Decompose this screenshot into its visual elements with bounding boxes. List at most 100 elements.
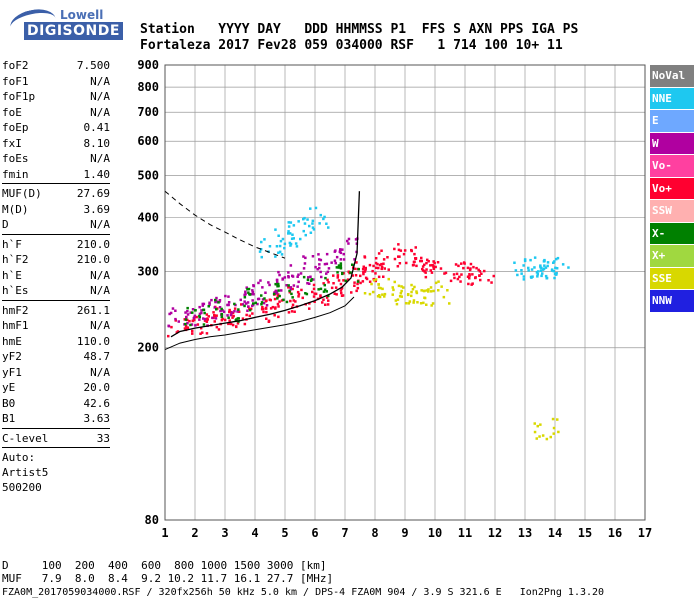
param-value: 261.1 bbox=[76, 303, 110, 317]
echo-point bbox=[301, 296, 304, 300]
echo-point bbox=[237, 317, 240, 320]
echo-point bbox=[193, 314, 197, 318]
echo-point bbox=[252, 284, 255, 288]
echo-point bbox=[228, 319, 231, 322]
echo-point bbox=[378, 263, 382, 267]
echo-point bbox=[312, 228, 316, 231]
echo-point bbox=[334, 249, 337, 252]
echo-point bbox=[273, 291, 276, 294]
echo-point bbox=[411, 288, 415, 291]
echo-point bbox=[325, 296, 329, 299]
echo-point bbox=[304, 292, 307, 295]
echo-point bbox=[539, 269, 543, 272]
echo-point bbox=[231, 323, 235, 327]
echo-point bbox=[458, 275, 461, 279]
echo-point bbox=[324, 303, 327, 306]
echo-point bbox=[189, 311, 192, 314]
echo-point bbox=[318, 222, 321, 225]
param-key: foE bbox=[2, 105, 22, 119]
echo-point bbox=[334, 286, 338, 289]
echo-point bbox=[248, 308, 252, 312]
echo-point bbox=[364, 266, 367, 270]
param-row: foF1 N/A bbox=[2, 74, 110, 90]
echo-point bbox=[492, 274, 495, 278]
echo-point bbox=[530, 268, 534, 271]
param-value: 7.500 bbox=[76, 59, 110, 72]
param-row: yF2 48.7 bbox=[2, 349, 110, 365]
legend-item: SSW bbox=[650, 200, 694, 223]
echo-point bbox=[453, 276, 456, 280]
echo-point bbox=[415, 290, 418, 293]
echo-point bbox=[437, 289, 440, 292]
echo-point bbox=[283, 276, 287, 279]
param-row: fxI 8.10 bbox=[2, 136, 110, 152]
echo-point bbox=[322, 217, 325, 221]
y-tick-label: 900 bbox=[137, 58, 159, 72]
echo-point bbox=[243, 293, 246, 297]
echo-point bbox=[424, 271, 427, 274]
echo-point bbox=[311, 290, 314, 294]
param-row: fmin 1.40 bbox=[2, 167, 110, 183]
echo-point bbox=[414, 246, 417, 249]
echo-point bbox=[357, 267, 360, 271]
echo-point bbox=[361, 267, 365, 271]
echo-point bbox=[232, 314, 235, 318]
legend-item: NNE bbox=[650, 87, 694, 110]
echo-point bbox=[529, 258, 532, 262]
echo-point bbox=[374, 272, 377, 275]
echo-point bbox=[469, 262, 473, 266]
echo-point bbox=[364, 276, 368, 280]
echo-point bbox=[396, 298, 400, 301]
echo-point bbox=[277, 315, 280, 319]
echo-point bbox=[277, 284, 280, 288]
echo-point bbox=[342, 272, 345, 275]
echo-point bbox=[312, 278, 315, 281]
echo-point bbox=[220, 312, 224, 316]
echo-point bbox=[408, 300, 412, 303]
echo-point bbox=[280, 253, 284, 256]
echo-point bbox=[191, 311, 194, 314]
echo-point bbox=[277, 293, 280, 296]
x-tick-label: 17 bbox=[638, 526, 652, 540]
autoscaling-line: Artist5 bbox=[2, 466, 49, 479]
y-tick-label: 600 bbox=[137, 134, 159, 148]
echo-point bbox=[326, 278, 329, 282]
echo-point bbox=[283, 242, 287, 246]
param-key: h`E bbox=[2, 268, 22, 282]
echo-point bbox=[490, 281, 493, 284]
echo-point bbox=[227, 295, 230, 298]
echo-point bbox=[186, 326, 190, 329]
x-tick-label: 8 bbox=[371, 526, 378, 540]
echo-point bbox=[410, 294, 413, 298]
param-row: M(D) 3.69 bbox=[2, 202, 110, 218]
echo-point bbox=[210, 298, 213, 302]
echo-point bbox=[468, 273, 471, 276]
y-tick-label: 300 bbox=[137, 265, 159, 279]
echo-point bbox=[434, 265, 437, 269]
echo-point bbox=[186, 322, 189, 325]
echo-point bbox=[398, 262, 402, 265]
param-key: foF1 bbox=[2, 74, 29, 88]
echo-point bbox=[536, 424, 539, 428]
echo-point bbox=[287, 284, 290, 287]
echo-point bbox=[279, 239, 283, 243]
echo-point bbox=[292, 237, 295, 240]
param-value: 210.0 bbox=[76, 237, 110, 251]
echo-point bbox=[335, 266, 339, 269]
echo-point bbox=[184, 318, 188, 321]
echo-point bbox=[340, 294, 344, 297]
echo-point bbox=[380, 249, 383, 252]
echo-point bbox=[361, 280, 365, 283]
echo-point bbox=[479, 278, 482, 282]
echo-point bbox=[319, 294, 322, 297]
echo-point bbox=[322, 282, 325, 285]
echo-point bbox=[251, 303, 255, 307]
echo-point bbox=[170, 325, 173, 329]
x-tick-label: 7 bbox=[341, 526, 348, 540]
param-row: C-level 33 bbox=[2, 431, 110, 447]
echo-point bbox=[252, 302, 255, 305]
echo-point bbox=[169, 311, 173, 315]
echo-point bbox=[342, 279, 345, 282]
echo-point bbox=[514, 269, 518, 272]
echo-point bbox=[254, 301, 257, 305]
